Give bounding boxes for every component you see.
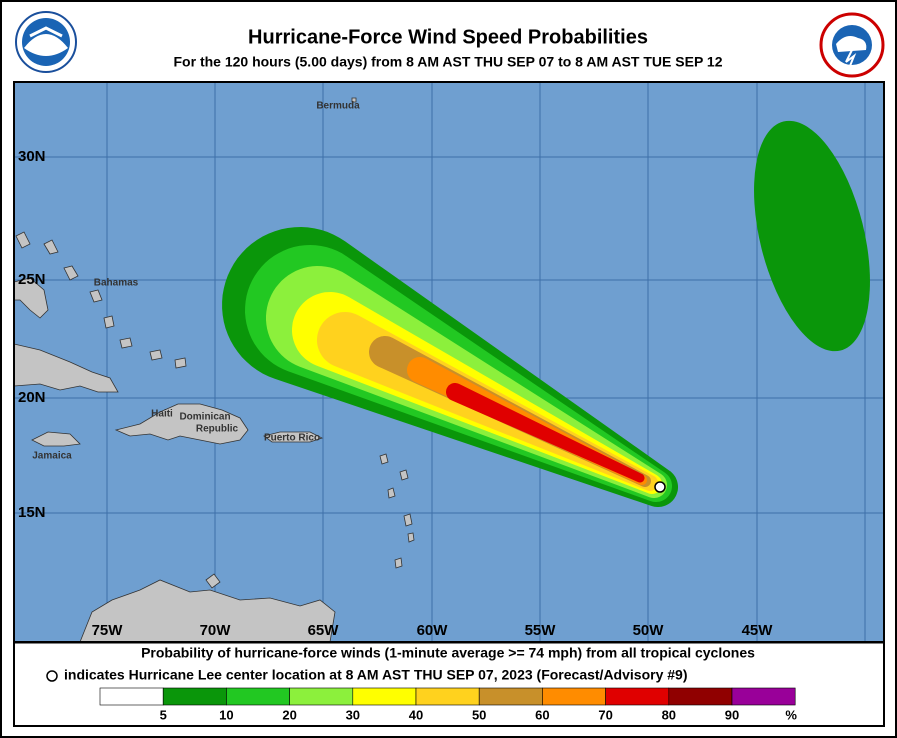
place-label: Bermuda bbox=[316, 101, 360, 112]
lon-label: 60W bbox=[417, 622, 449, 639]
scale-box bbox=[415, 687, 480, 706]
swath-band bbox=[446, 383, 645, 483]
lon-label: 55W bbox=[525, 622, 557, 639]
land bbox=[14, 97, 415, 642]
scale-box bbox=[478, 687, 543, 706]
scale-label: 60 bbox=[535, 707, 549, 722]
scale-box bbox=[668, 687, 733, 706]
lat-label: 30N bbox=[18, 148, 46, 165]
coordinate-labels: 30N 25N 20N 15N 75W 70W 65W 60W 55W 50W 45W bbox=[18, 148, 773, 639]
scale-box bbox=[162, 687, 227, 706]
storm-center bbox=[654, 481, 666, 493]
lat-label: 20N bbox=[18, 389, 46, 406]
title: Hurricane-Force Wind Speed Probabilities bbox=[248, 26, 648, 48]
scale-label: 50 bbox=[472, 707, 486, 722]
lat-label: 15N bbox=[18, 504, 46, 521]
center-symbol bbox=[46, 670, 58, 682]
scale-box bbox=[542, 687, 606, 706]
noaa-logo bbox=[15, 11, 77, 73]
scale-box bbox=[289, 687, 354, 706]
legend-line-1: Probability of hurricane-force winds (1-… bbox=[141, 645, 755, 661]
scale-box bbox=[605, 687, 670, 706]
scale-label: 80 bbox=[662, 707, 676, 722]
probability-swath bbox=[222, 120, 870, 507]
scale-box bbox=[99, 687, 164, 706]
lon-label: 65W bbox=[308, 622, 340, 639]
scale-box bbox=[352, 687, 417, 706]
place-label: Republic bbox=[196, 424, 239, 435]
place-label: Jamaica bbox=[32, 451, 72, 462]
scale-label: 20 bbox=[282, 707, 296, 722]
scale-unit: % bbox=[785, 707, 797, 722]
place-label: Bahamas bbox=[94, 278, 139, 289]
swath-band bbox=[754, 120, 870, 352]
legend-frame bbox=[13, 641, 885, 727]
place-label: Dominican bbox=[179, 412, 230, 423]
lon-label: 70W bbox=[200, 622, 232, 639]
lon-label: 45W bbox=[742, 622, 774, 639]
scale-label: 10 bbox=[219, 707, 233, 722]
scale-label: 40 bbox=[409, 707, 423, 722]
scale-label: 70 bbox=[598, 707, 612, 722]
subtitle: For the 120 hours (5.00 days) from 8 AM … bbox=[174, 54, 723, 70]
scale-box bbox=[731, 687, 796, 706]
lon-label: 50W bbox=[633, 622, 665, 639]
lat-label: 25N bbox=[18, 271, 46, 288]
nws-logo bbox=[819, 12, 885, 78]
color-scale: 5 10 20 30 40 50 60 70 80 90% bbox=[99, 687, 797, 722]
lon-label: 75W bbox=[92, 622, 124, 639]
scale-label: 30 bbox=[346, 707, 360, 722]
place-label: Puerto Rico bbox=[264, 433, 320, 444]
scale-box bbox=[226, 687, 290, 706]
legend-line-2: indicates Hurricane Lee center location … bbox=[64, 667, 687, 683]
scale-label: 5 bbox=[160, 707, 167, 722]
scale-label: 90 bbox=[725, 707, 739, 722]
place-label: Haiti bbox=[151, 409, 173, 420]
